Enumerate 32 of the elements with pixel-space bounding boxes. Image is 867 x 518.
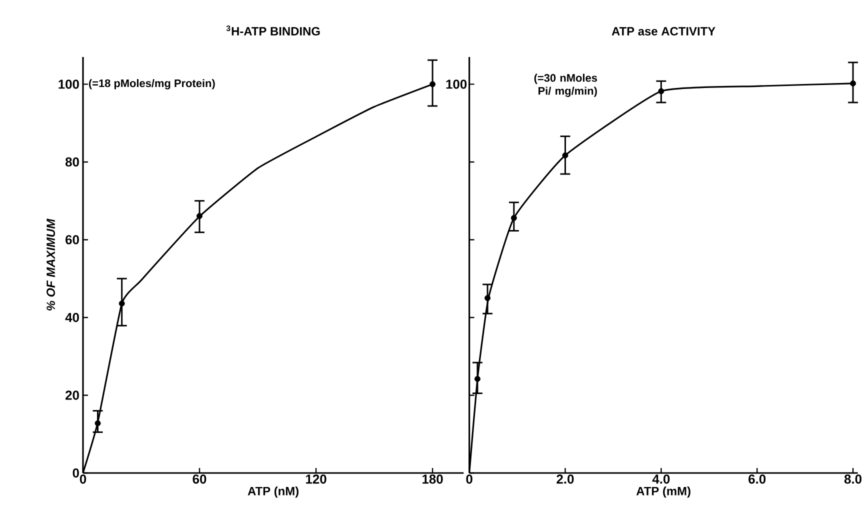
annotation: 100 (446, 80, 467, 89)
chart-title: $^{3}$H-ATP BINDING (226, 25, 320, 36)
x-tick-label: 4.0 (652, 474, 670, 484)
x-tick-label: 0 (466, 474, 472, 484)
point (430, 81, 436, 88)
y-tick-label: 60 (66, 235, 79, 244)
x-tick-label: 2.0 (556, 474, 574, 484)
point (562, 152, 568, 158)
point (658, 88, 664, 94)
y-axis-title: % OF MAXIMUM (46, 218, 56, 310)
y-tick-label: 40 (65, 312, 79, 322)
y-tick-label: 100 (58, 80, 79, 89)
point (484, 295, 491, 302)
point (510, 214, 517, 221)
x-tick-label: 8.0 (844, 474, 862, 484)
x-tick-label: 60 (192, 474, 206, 484)
annotation: (=18 pMoles/mg Protein) (88, 79, 215, 90)
x-axis-title: ATP (nM) (248, 486, 298, 498)
x-tick-label: 180 (422, 474, 443, 484)
annotation: (=30 nMoles Pi/ mg/min) (534, 74, 597, 97)
chart-title: ATP ase ACTIVITY (612, 27, 716, 36)
x-tick-label: 0 (80, 474, 86, 484)
y-tick-label: 80 (65, 157, 79, 167)
point (118, 300, 125, 306)
point (94, 420, 101, 426)
point (850, 80, 856, 86)
y-tick-label: 20 (66, 390, 79, 400)
point (196, 213, 202, 219)
x-axis-title: ATP (mM) (636, 486, 690, 498)
x-tick-label: 120 (306, 474, 326, 484)
x-tick-label: 6.0 (748, 474, 766, 484)
point (474, 376, 480, 382)
